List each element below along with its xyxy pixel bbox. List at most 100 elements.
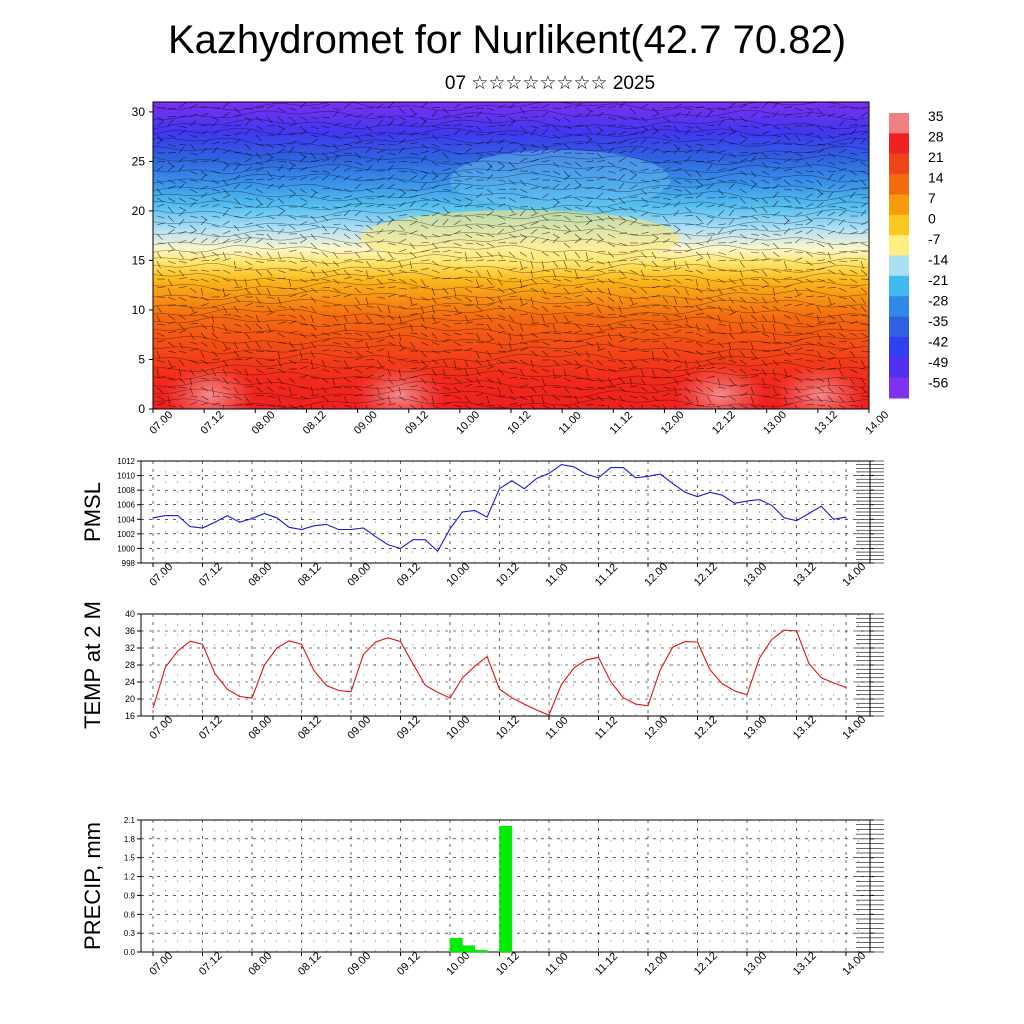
wind-barb: [827, 134, 835, 140]
wind-barb: [453, 152, 462, 155]
wind-barb: [684, 224, 694, 226]
y-tick-label: 2.1: [124, 816, 136, 825]
colorbar-swatch: [889, 255, 909, 277]
wind-barb: [178, 156, 186, 163]
wind-barb: [475, 269, 481, 277]
wind-barb: [321, 242, 330, 245]
wind-barb: [222, 347, 231, 352]
wind-barb: [431, 106, 441, 109]
wind-barb: [772, 152, 781, 156]
wind-barb: [431, 170, 438, 178]
y-tick-label: 16: [125, 711, 135, 721]
wind-barb: [530, 143, 539, 148]
wind-barb: [816, 251, 825, 254]
wind-barb: [849, 160, 858, 163]
wind-barb: [816, 267, 825, 271]
wind-barb: [629, 206, 637, 213]
wind-barb: [453, 395, 462, 400]
wind-barb: [640, 368, 645, 377]
wind-barb: [222, 150, 231, 154]
wind-barb: [508, 251, 516, 258]
wind-barb: [629, 125, 638, 130]
wind-barb: [673, 134, 681, 140]
wind-barb: [717, 287, 723, 295]
wind-barb: [332, 377, 335, 386]
wind-barb: [255, 314, 260, 323]
wind-barb: [508, 359, 517, 362]
y-tick-label: 1012: [117, 457, 135, 466]
wind-barb: [805, 269, 815, 271]
wind-barb: [354, 278, 363, 281]
wind-barb: [200, 377, 209, 380]
wind-barb: [464, 296, 472, 302]
wind-barb: [244, 184, 253, 190]
wind-barb: [684, 170, 692, 177]
wind-barb: [211, 120, 219, 127]
wind-barb: [409, 260, 413, 269]
wind-barb: [442, 160, 451, 163]
wind-barb: [563, 287, 570, 295]
wind-barb: [519, 125, 527, 132]
wind-barb: [288, 394, 297, 397]
wind-barb: [761, 161, 768, 169]
wind-barb: [398, 358, 407, 361]
wind-barb: [673, 386, 678, 395]
wind-barb: [783, 260, 788, 269]
wind-barb: [684, 278, 693, 281]
wind-barb: [530, 206, 537, 214]
wind-barb: [530, 128, 537, 136]
wind-barb: [684, 314, 688, 323]
wind-barb: [805, 170, 815, 173]
wind-barb: [827, 302, 836, 307]
wind-barb: [607, 260, 613, 269]
wind-barb: [629, 338, 638, 343]
wind-barb: [321, 338, 330, 343]
wind-barb: [684, 260, 689, 269]
wind-barb: [750, 330, 759, 334]
wind-barb: [178, 183, 185, 190]
y-tick-label: 0.9: [124, 891, 136, 900]
wind-barb: [827, 230, 836, 235]
wind-barb: [596, 129, 604, 136]
wind-barb: [838, 106, 848, 109]
wind-barb: [332, 269, 340, 276]
wind-barb: [849, 305, 858, 311]
wind-barb: [574, 305, 584, 307]
wind-barb: [739, 179, 748, 184]
wind-barb: [552, 296, 562, 298]
wind-barb: [310, 394, 319, 397]
y-tick-label: 10: [132, 303, 146, 317]
wind-barb: [827, 278, 836, 284]
wind-barb: [266, 183, 274, 190]
wind-barb: [464, 341, 473, 344]
wind-barb: [354, 114, 363, 118]
wind-barb: [398, 121, 406, 127]
wind-barb: [475, 152, 484, 156]
wind-barb: [563, 170, 570, 178]
wind-barb: [717, 156, 725, 163]
wind-barb: [607, 341, 615, 348]
wind-barb: [365, 341, 369, 350]
wind-barb: [739, 377, 749, 379]
wind-barb: [310, 305, 316, 313]
wind-barb: [794, 143, 803, 146]
wind-barb: [200, 402, 209, 406]
wind-barb: [728, 143, 738, 145]
wind-barb: [816, 286, 825, 289]
wind-barb: [607, 296, 615, 303]
wind-barb: [574, 170, 582, 177]
wind-barb: [794, 332, 804, 335]
isoline: [153, 244, 868, 256]
wind-barb: [596, 192, 604, 199]
wind-barb: [200, 278, 209, 283]
wind-barb: [497, 138, 505, 145]
wind-barb: [321, 260, 329, 267]
wind-barb: [750, 111, 758, 118]
wind-barb: [266, 359, 276, 361]
wind-barb: [321, 368, 330, 373]
wind-barb: [321, 104, 330, 109]
wind-barb: [816, 179, 823, 187]
wind-barb: [244, 386, 254, 388]
wind-barb: [530, 186, 539, 190]
